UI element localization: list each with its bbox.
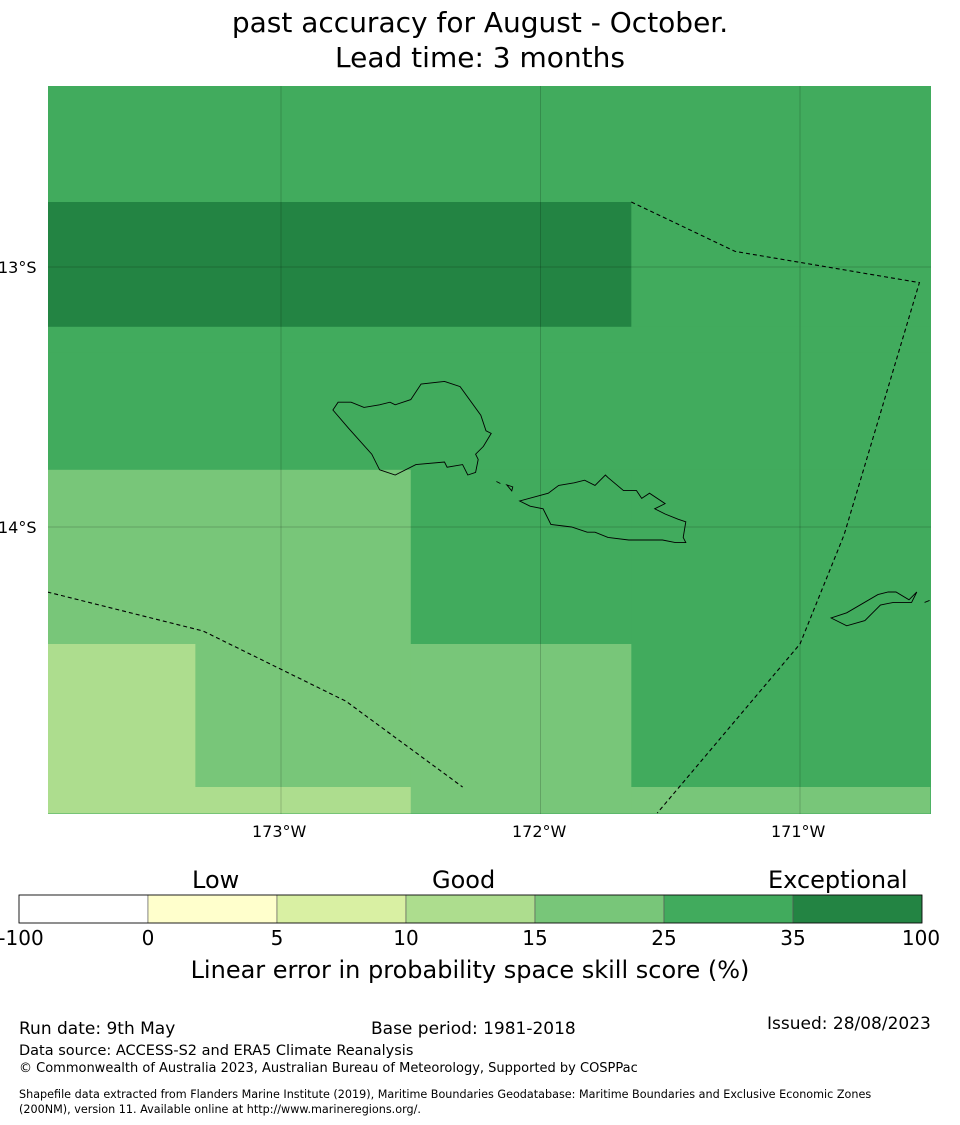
island-outline: [332, 380, 492, 476]
copyright-notice: © Commonwealth of Australia 2023, Austra…: [19, 1061, 638, 1076]
category-label-low: Low: [192, 866, 240, 894]
data-source: Data source: ACCESS-S2 and ERA5 Climate …: [19, 1043, 414, 1059]
colorbar-tick-label: 5: [270, 926, 284, 950]
lon-tick-label-173w: 173°W: [252, 822, 307, 841]
map-title-line-2: Lead time: 3 months: [335, 41, 625, 74]
lat-tick-label-14s: 14°S: [0, 518, 37, 537]
skill-cell: [631, 644, 931, 788]
colorbar-tick-label: 0: [141, 926, 155, 950]
map-plot-area: [48, 86, 931, 814]
skill-cell: [48, 787, 412, 814]
category-label-exceptional: Exceptional: [768, 866, 908, 894]
colorbar-tick-label: 15: [522, 926, 548, 950]
colorbar-tick-label: 100: [901, 926, 941, 950]
lat-tick-label-13s: 13°S: [0, 258, 37, 277]
skill-cell: [410, 469, 632, 645]
skill-cell: [48, 469, 412, 645]
colorbar-bin: [792, 894, 923, 924]
skill-cell: [48, 352, 931, 471]
colorbar-tick-label: 25: [651, 926, 677, 950]
skill-cell: [631, 787, 931, 814]
shapefile-credit-line-1: Shapefile data extracted from Flanders M…: [19, 1088, 872, 1101]
islet-outline: [505, 483, 514, 492]
skill-cell: [48, 644, 196, 814]
skill-cell: [631, 202, 931, 328]
skill-cell: [410, 644, 632, 814]
colorbar-frame: [18, 894, 923, 924]
colorbar-bin: [18, 894, 149, 924]
lon-tick-label-171w: 171°W: [771, 822, 826, 841]
run-date: Run date: 9th May: [19, 1019, 176, 1039]
eez-boundary: [48, 591, 463, 788]
base-period: Base period: 1981-2018: [371, 1019, 576, 1039]
map-title-line-1: past accuracy for August - October.: [231, 6, 729, 39]
colorbar-tick-label: 35: [780, 926, 806, 950]
colorbar-title: Linear error in probability space skill …: [190, 956, 750, 984]
colorbar-tick-label: -100: [0, 926, 44, 950]
shapefile-credit-line-2: (200NM), version 11. Available online at…: [19, 1103, 421, 1116]
issued-date: Issued: 28/08/2023: [767, 1014, 931, 1034]
islet-outline: [496, 481, 501, 484]
colorbar-bin: [405, 894, 536, 924]
islet-outline: [924, 599, 930, 603]
colorbar-tick-label: 10: [393, 926, 419, 950]
colorbar-bin: [147, 894, 278, 924]
skill-cell: [48, 326, 931, 354]
island-outline: [518, 474, 687, 544]
skill-cell: [410, 787, 632, 814]
skill-cell: [195, 644, 412, 814]
lon-tick-label-172w: 172°W: [512, 822, 567, 841]
colorbar-bin: [534, 894, 665, 924]
colorbar-bin: [276, 894, 407, 924]
category-label-good: Good: [432, 866, 496, 894]
skill-cell: [48, 202, 632, 328]
colorbar: [18, 894, 923, 924]
island-outline: [829, 591, 918, 627]
colorbar-bin: [663, 894, 794, 924]
skill-cell: [631, 469, 931, 645]
